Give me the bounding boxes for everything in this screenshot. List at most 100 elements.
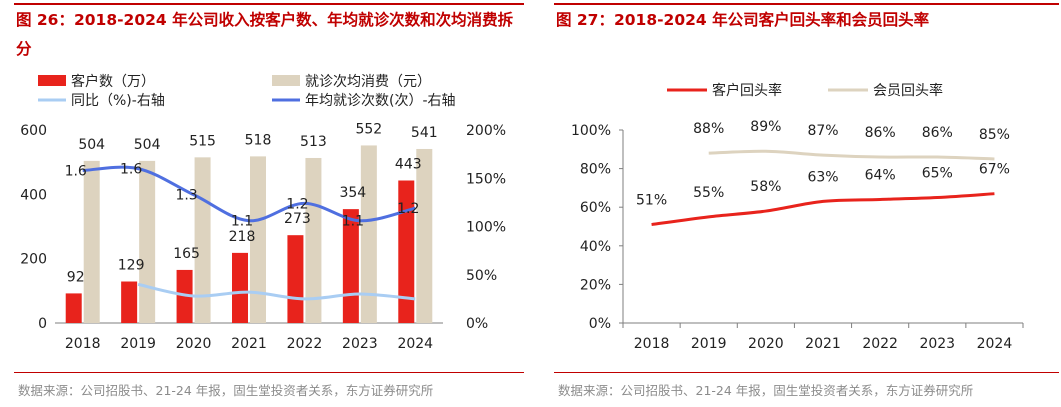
bar-spend-label: 513 (300, 134, 327, 150)
bar-spend (305, 157, 322, 323)
customer-return-label: 55% (693, 185, 724, 201)
left-source-note: 数据来源：公司招股书、21-24 年报，固生堂投资者关系，东方证券研究所 (18, 383, 434, 398)
bar-spend (416, 148, 433, 323)
y-tick-label: 60% (580, 200, 611, 216)
left-chart-title: 图 26：2018-2024 年公司收入按客户数、年均就诊次数和次均消费拆分 (16, 11, 514, 58)
visits-label: 1.3 (175, 188, 197, 204)
visits-label: 1.2 (286, 196, 308, 212)
y-tick-label: 0% (589, 316, 611, 332)
bar-customers (232, 252, 248, 323)
left-y-tick-label: 200 (20, 252, 47, 268)
right-source-note: 数据来源：公司招股书、21-24 年报，固生堂投资者关系，东方证券研究所 (558, 383, 974, 398)
legend-label-1: 就诊次均消费（元） (305, 74, 431, 90)
x-tick-label: 2022 (862, 336, 898, 352)
bar-customers-label: 443 (395, 157, 422, 173)
x-tick-label: 2022 (287, 336, 323, 352)
left-title-rule (14, 3, 524, 5)
x-tick-label: 2019 (691, 336, 727, 352)
right-y-tick-label: 0% (466, 316, 488, 332)
left-chart-svg: 客户数（万） 就诊次均消费（元） 同比（%)-右轴 年均就诊次数(次）-右轴 0 200 4… (20, 73, 506, 352)
left-y-tick-label: 0 (38, 316, 47, 332)
customer-return-label: 64% (865, 167, 896, 183)
x-tick-label: 2024 (977, 336, 1013, 352)
x-tick-label: 2018 (634, 336, 670, 352)
customer-return-label: 63% (807, 169, 838, 185)
legend-swatch-0 (38, 75, 66, 86)
right-y-tick-label: 200% (466, 123, 506, 139)
bar-spend (194, 157, 211, 323)
bar-customers-label: 129 (118, 258, 145, 274)
x-tick-label: 2021 (231, 336, 267, 352)
line-customer-return (651, 192, 995, 227)
bar-spend (360, 145, 377, 323)
right-chart-title: 图 27：2018-2024 年公司客户回头率和会员回头率 (556, 11, 930, 29)
customer-return-label: 65% (922, 166, 953, 182)
legend-label-3: 年均就诊次数(次）-右轴 (305, 93, 456, 109)
bar-customers (121, 281, 138, 323)
bar-spend-label: 515 (189, 133, 216, 149)
customer-return-label: 51% (636, 193, 667, 209)
x-tick-label: 2023 (919, 336, 955, 352)
line-member-return (708, 149, 995, 161)
member-return-label: 85% (979, 127, 1010, 143)
right-title-rule (554, 3, 1059, 5)
bar-spend (83, 160, 100, 323)
bar-spend (139, 160, 156, 323)
visits-label: 1.1 (342, 214, 364, 230)
bar-customers (287, 235, 304, 323)
bar-customers-label: 273 (284, 211, 311, 227)
right-y-tick-label: 100% (466, 220, 506, 236)
left-source-rule (14, 372, 524, 373)
legend-label-1: 会员回头率 (873, 82, 943, 99)
bar-customers-label: 218 (229, 229, 256, 245)
bar-spend-label: 504 (78, 137, 105, 153)
member-return-label: 88% (693, 121, 724, 137)
right-source-rule (554, 372, 1059, 373)
x-tick-label: 2020 (748, 336, 784, 352)
right-chart-svg: 客户回头率 会员回头率 0% 20% 40% 60% 80% 100% 2018 2019 2020… (571, 82, 1024, 352)
member-return-label: 86% (922, 125, 953, 141)
bar-customers (65, 293, 82, 323)
x-tick-label: 2023 (342, 336, 378, 352)
legend-label-0: 客户数（万） (71, 73, 155, 90)
x-tick-label: 2020 (176, 336, 212, 352)
right-chart-panel: 图 27：2018-2024 年公司客户回头率和会员回头率 客户回头率 会员回头率… (540, 0, 1061, 407)
bar-spend-label: 504 (134, 137, 161, 153)
bar-customers-label: 354 (339, 185, 366, 201)
legend-label-2: 同比（%)-右轴 (71, 93, 165, 109)
bar-customers (176, 269, 193, 323)
bar-customers (398, 180, 415, 323)
visits-label: 1.6 (65, 164, 87, 180)
y-tick-label: 80% (580, 162, 611, 178)
y-tick-label: 20% (580, 277, 611, 293)
bar-spend-label: 518 (245, 132, 272, 148)
visits-label: 1.2 (397, 201, 419, 217)
right-y-tick-label: 150% (466, 171, 506, 187)
bar-spend-label: 552 (355, 121, 382, 137)
bar-customers-label: 92 (67, 269, 85, 285)
bar-spend (250, 156, 266, 323)
x-tick-label: 2024 (397, 336, 433, 352)
x-tick-label: 2021 (805, 336, 841, 352)
line-visits (82, 165, 416, 223)
bar-spend-label: 541 (411, 125, 438, 141)
legend-label-0: 客户回头率 (712, 82, 782, 99)
right-y-tick-label: 50% (466, 268, 497, 284)
visits-label: 1.1 (231, 214, 253, 230)
customer-return-label: 58% (750, 179, 781, 195)
left-chart-panel: 图 26：2018-2024 年公司收入按客户数、年均就诊次数和次均消费拆分 客… (0, 0, 526, 407)
customer-return-label: 67% (979, 162, 1010, 178)
bar-customers-label: 165 (173, 246, 200, 262)
member-return-label: 89% (750, 119, 781, 135)
line-yoy (137, 282, 416, 301)
member-return-label: 87% (807, 123, 838, 139)
y-tick-label: 100% (571, 123, 611, 139)
legend-swatch-1 (272, 75, 300, 86)
x-tick-label: 2019 (120, 336, 156, 352)
left-y-tick-label: 400 (20, 187, 47, 203)
y-tick-label: 40% (580, 239, 611, 255)
visits-label: 1.6 (120, 162, 142, 178)
member-return-label: 86% (865, 125, 896, 141)
x-tick-label: 2018 (65, 336, 101, 352)
left-y-tick-label: 600 (20, 123, 47, 139)
